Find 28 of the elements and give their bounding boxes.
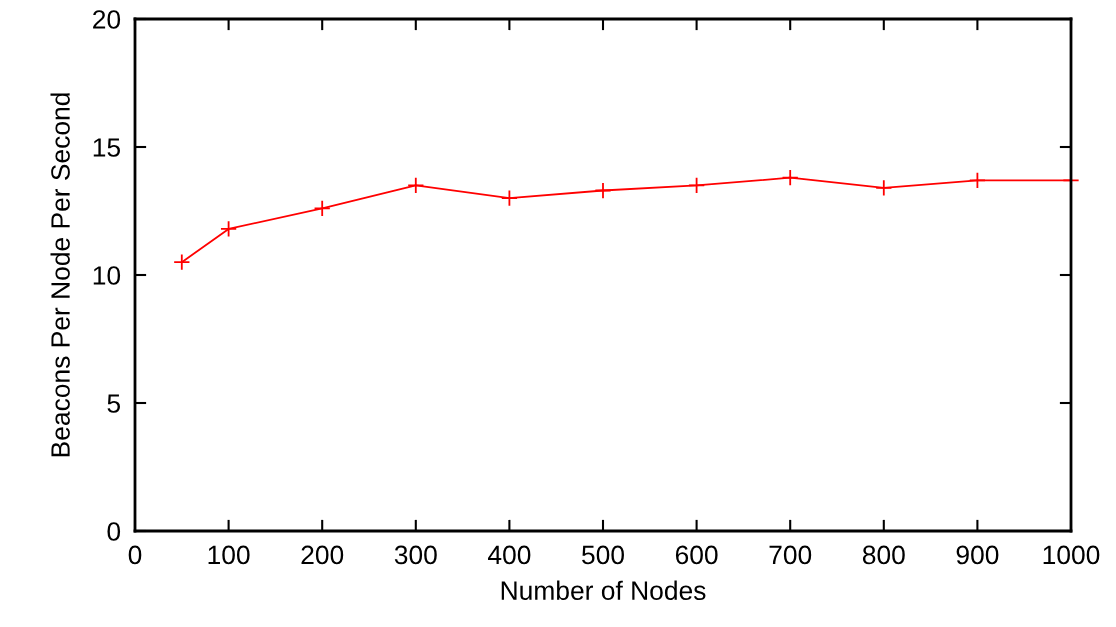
x-tick-label: 600 [675, 545, 718, 565]
y-tick-label: 10 [93, 266, 121, 285]
x-tick-label: 400 [487, 545, 531, 565]
point [875, 179, 893, 197]
point [594, 181, 612, 200]
x-tick-label: 500 [582, 545, 624, 565]
point [313, 199, 331, 217]
point [407, 176, 425, 194]
point [500, 189, 518, 207]
y-tick-label: 0 [107, 522, 121, 541]
y-tick-label: 5 [107, 394, 121, 413]
y-axis-title: Beacons Per Node Per Second [50, 93, 70, 457]
x-tick-label: 700 [769, 545, 812, 565]
x-tick-label: 200 [301, 545, 344, 565]
point [968, 171, 986, 189]
x-tick-label: 1000 [1043, 545, 1100, 565]
y-tick-label: 15 [93, 138, 121, 157]
x-tick-label: 300 [394, 545, 437, 565]
x-tick-label: 900 [956, 545, 999, 565]
point [173, 253, 191, 271]
x-tick-label: 0 [128, 545, 142, 565]
x-axis-title: Number of Nodes [501, 580, 706, 600]
point [781, 169, 799, 187]
y-tick-label: 20 [93, 10, 121, 29]
x-tick-label: 100 [208, 545, 250, 565]
point [688, 176, 706, 194]
point [220, 220, 238, 238]
x-tick-label: 800 [862, 545, 905, 565]
